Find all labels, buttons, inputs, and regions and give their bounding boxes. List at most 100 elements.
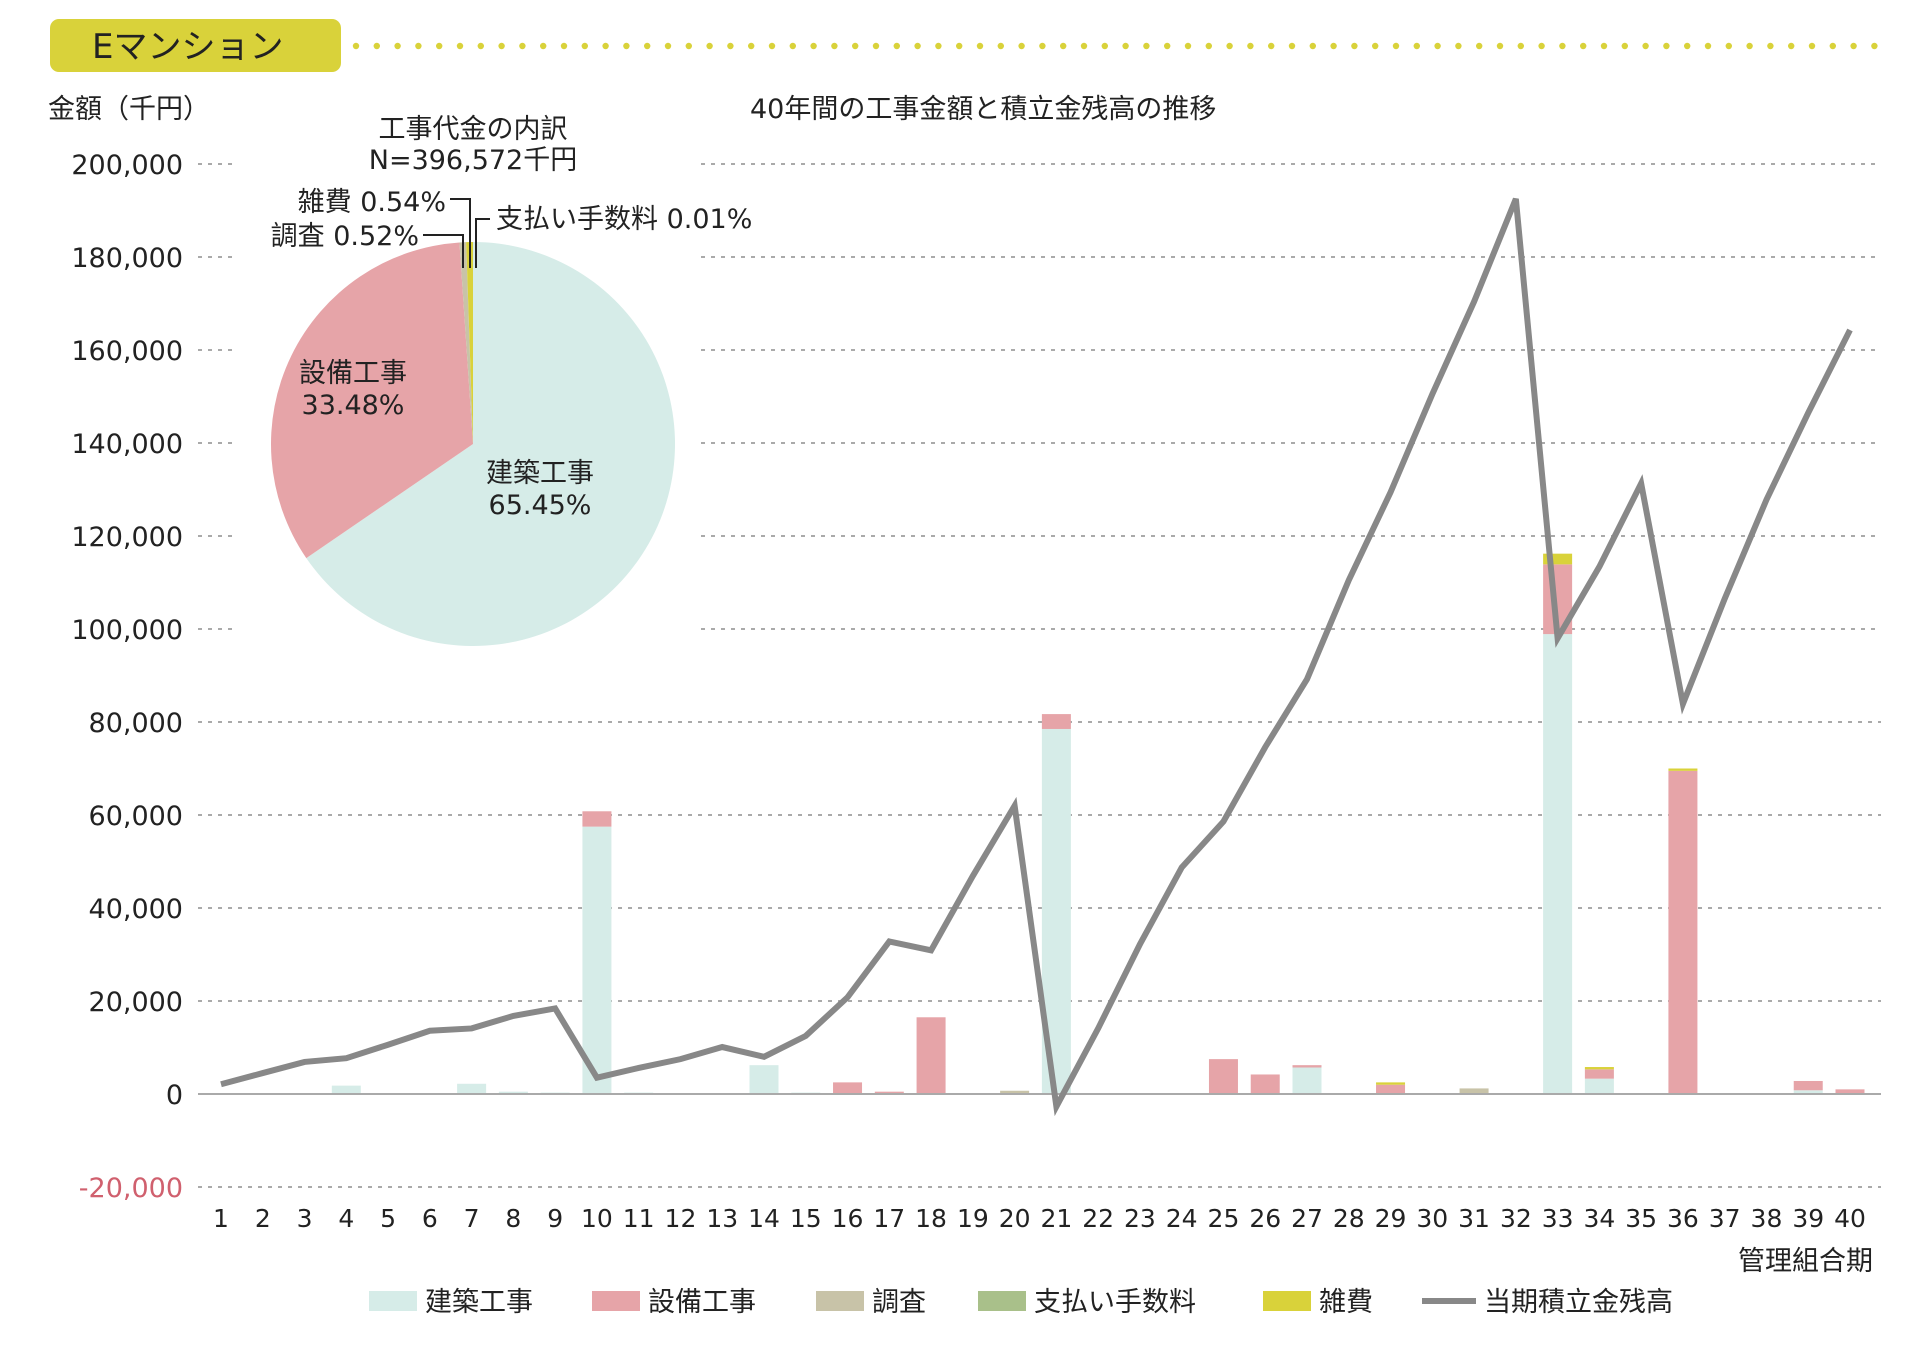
bar-segment	[1543, 553, 1573, 565]
x-tick-label: 28	[1333, 1204, 1365, 1233]
x-axis-label: 管理組合期	[1738, 1246, 1873, 1277]
chart-title: 40年間の工事金額と積立金残高の推移	[750, 94, 1216, 125]
x-tick-label: 21	[1040, 1204, 1072, 1233]
bar-segment	[1668, 770, 1698, 1094]
header-dot	[1517, 42, 1525, 50]
pie-title: 工事代金の内訳	[379, 114, 568, 145]
bar-segment	[331, 1085, 361, 1094]
x-tick-label: 17	[873, 1204, 905, 1233]
x-tick-label: 24	[1166, 1204, 1198, 1233]
y-tick-label: 180,000	[71, 243, 183, 274]
bar-segment	[1835, 1089, 1865, 1094]
header-dot	[1413, 42, 1421, 50]
header-dot	[1164, 42, 1171, 50]
legend-swatch	[1263, 1291, 1311, 1311]
bar-segment	[874, 1091, 904, 1094]
bar-segment	[1668, 768, 1698, 771]
bars	[331, 553, 1865, 1094]
header-dot	[748, 42, 755, 50]
header-dot	[852, 42, 859, 50]
header-dot	[727, 42, 734, 50]
bar-segment	[1376, 1082, 1406, 1085]
x-tick-label: 36	[1667, 1204, 1699, 1233]
bar-segment	[1041, 714, 1071, 729]
header-dot	[1684, 42, 1691, 50]
pie-pct-setsubi: 33.48%	[302, 390, 405, 421]
header-dot	[1288, 42, 1296, 50]
header-dot	[1226, 42, 1233, 50]
bar-segment	[749, 1065, 779, 1094]
header-dot	[1247, 42, 1254, 50]
header-dot	[540, 42, 547, 50]
header-dot	[1600, 42, 1608, 50]
header-dot	[1871, 42, 1878, 50]
legend-swatch	[816, 1291, 864, 1311]
header-dot	[1725, 42, 1733, 50]
bar-segment	[582, 826, 612, 1094]
bar-segment	[1793, 1090, 1823, 1094]
x-tick-label: 4	[338, 1204, 354, 1233]
pie-slice	[466, 242, 473, 444]
header-dot	[394, 42, 401, 50]
header-dot	[415, 42, 422, 50]
header-dot	[581, 42, 588, 50]
bar-segment	[1208, 1059, 1238, 1094]
x-tick-label: 8	[505, 1204, 521, 1233]
bar-segment	[1292, 1065, 1322, 1068]
pie-pct-kenchiku: 65.45%	[489, 490, 592, 521]
x-tick-label: 6	[422, 1204, 438, 1233]
pie-slice	[306, 242, 675, 646]
header-dot	[1850, 42, 1857, 50]
y-tick-label: -20,000	[79, 1173, 183, 1204]
gridlines	[198, 163, 1881, 1188]
pie-label-kenchiku: 建築工事	[486, 458, 594, 489]
header-dot	[1642, 42, 1649, 50]
bar-segment	[457, 1083, 487, 1094]
header-dot	[1392, 42, 1400, 50]
header-dot	[997, 42, 1004, 50]
header-dot	[436, 42, 443, 50]
x-tick-label: 7	[464, 1204, 480, 1233]
x-tick-label: 10	[581, 1204, 613, 1233]
bar-segment	[1000, 1090, 1030, 1094]
header-dot	[706, 42, 713, 50]
header-dot	[1704, 42, 1712, 50]
pie-slice	[466, 242, 473, 444]
header-dot	[1538, 42, 1545, 50]
pie-slice	[271, 242, 473, 559]
x-tick-label: 37	[1709, 1204, 1741, 1233]
header-dot	[560, 42, 568, 50]
header-dot	[1268, 42, 1275, 50]
x-tick-label: 38	[1751, 1204, 1783, 1233]
y-axis-label: 金額（千円）	[48, 94, 210, 125]
balance-line-path	[220, 197, 1853, 1117]
x-tick-label: 9	[547, 1204, 563, 1233]
legend-swatch	[978, 1291, 1026, 1311]
bar-segment	[916, 1017, 946, 1094]
header-dot	[1143, 42, 1150, 50]
y-tick-label: 80,000	[89, 708, 183, 739]
y-tick-label: 0	[166, 1080, 183, 1111]
header-dot	[976, 42, 984, 50]
header-dot	[685, 42, 692, 50]
header-dot	[1080, 42, 1088, 50]
header-dot	[1746, 42, 1753, 50]
header-dot	[1829, 42, 1837, 50]
header-dot	[1455, 42, 1462, 50]
bar-segment	[1292, 1067, 1322, 1094]
header-dot	[1018, 42, 1025, 50]
pie-callout-zappi: 雑費 0.54%	[298, 187, 446, 218]
header-dot	[1767, 42, 1774, 50]
header-dot	[1101, 42, 1109, 50]
pie-leader-lines	[423, 198, 490, 268]
x-tick-label: 14	[748, 1204, 780, 1233]
header-badge	[50, 19, 341, 72]
header-dot	[1122, 42, 1129, 50]
header-dot	[352, 42, 360, 50]
pie-subtitle: N=396,572千円	[369, 145, 577, 176]
x-tick-label: 11	[623, 1204, 655, 1233]
bar-segment	[582, 811, 612, 827]
header-title: Eマンション	[92, 27, 283, 67]
x-tick-label: 40	[1834, 1204, 1866, 1233]
bar-segment	[1250, 1074, 1280, 1094]
